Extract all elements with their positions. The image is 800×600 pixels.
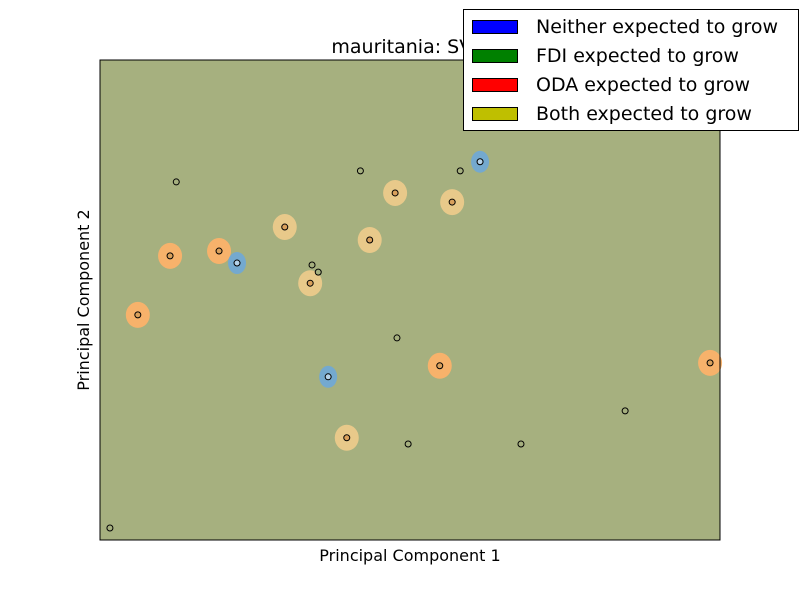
data-point (281, 223, 289, 231)
decision-regions (125, 150, 723, 451)
data-point (356, 167, 364, 175)
data-point (391, 189, 399, 197)
legend-swatch-neither (472, 19, 518, 34)
data-point (476, 158, 484, 166)
data-point (324, 373, 332, 381)
plot-frame (99, 59, 721, 541)
data-points (106, 158, 714, 532)
data-point (306, 279, 314, 287)
legend: Neither expected to grow FDI expected to… (463, 9, 799, 131)
data-point (448, 198, 456, 206)
data-point (166, 252, 174, 260)
x-axis-label: Principal Component 1 (319, 546, 500, 565)
legend-swatch-fdi (472, 48, 518, 63)
legend-item-oda: ODA expected to grow (472, 70, 750, 99)
legend-label-neither: Neither expected to grow (536, 15, 778, 38)
plot-background (100, 60, 720, 540)
data-point (215, 247, 223, 255)
legend-label-oda: ODA expected to grow (536, 73, 751, 96)
chart-title: mauritania: SVM (331, 36, 488, 58)
data-point (706, 359, 714, 367)
data-point (366, 236, 374, 244)
y-axis-label: Principal Component 2 (74, 209, 93, 390)
legend-label-both: Both expected to grow (536, 102, 752, 125)
legend-swatch-oda (472, 77, 518, 92)
data-point (314, 268, 322, 276)
data-point (233, 259, 241, 267)
data-point (517, 440, 525, 448)
data-point (393, 334, 401, 342)
data-point (621, 407, 629, 415)
legend-item-fdi: FDI expected to grow (472, 41, 739, 70)
data-point (106, 524, 114, 532)
data-point (134, 311, 142, 319)
data-point (404, 440, 412, 448)
data-point (308, 261, 316, 269)
legend-label-fdi: FDI expected to grow (536, 44, 739, 67)
data-point (456, 167, 464, 175)
data-point (343, 434, 351, 442)
data-point (172, 178, 180, 186)
legend-swatch-both (472, 106, 518, 121)
data-point (436, 362, 444, 370)
legend-item-both: Both expected to grow (472, 99, 752, 128)
legend-item-neither: Neither expected to grow (472, 12, 778, 41)
